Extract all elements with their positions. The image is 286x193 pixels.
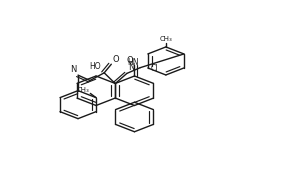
Text: HN: HN: [127, 58, 139, 67]
Text: O: O: [126, 56, 133, 65]
Text: N: N: [70, 65, 76, 74]
Text: HO: HO: [90, 62, 101, 71]
Text: O: O: [113, 55, 119, 64]
Text: N: N: [128, 63, 135, 72]
Text: CH₃: CH₃: [77, 87, 90, 93]
Text: CH₃: CH₃: [160, 36, 172, 42]
Text: Cl: Cl: [151, 64, 158, 73]
